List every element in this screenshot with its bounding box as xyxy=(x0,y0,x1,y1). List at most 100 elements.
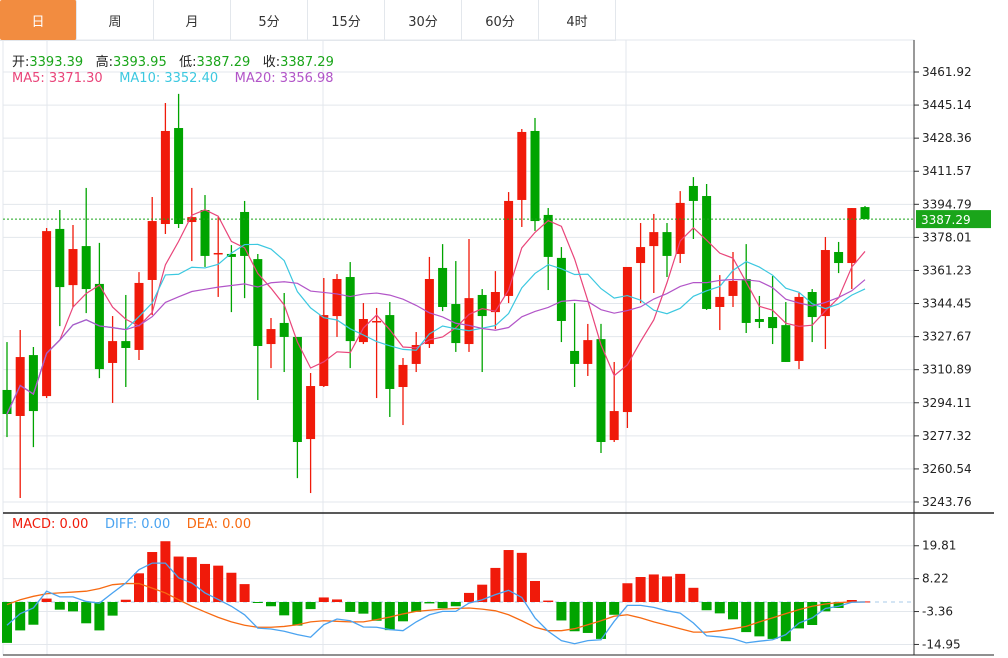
candle xyxy=(847,208,857,290)
candle xyxy=(570,303,580,388)
candle-body xyxy=(55,228,65,288)
macd-bar xyxy=(794,602,804,629)
macd-bar xyxy=(464,592,474,602)
high-label: 高: xyxy=(95,55,113,70)
macd-bar xyxy=(754,602,765,637)
macd-bar xyxy=(305,602,316,610)
candle xyxy=(834,241,844,274)
macd-bar xyxy=(134,573,144,602)
tab-15min[interactable]: 15分 xyxy=(308,0,385,40)
candle xyxy=(860,205,870,220)
candle xyxy=(411,332,421,373)
macd-bar xyxy=(239,584,250,602)
macd-bar xyxy=(411,602,422,612)
macd-tick-label: 19.81 xyxy=(922,539,956,553)
candle-body xyxy=(372,320,382,323)
candle-body xyxy=(319,315,329,387)
candle-body xyxy=(464,298,474,345)
candle-body xyxy=(715,296,725,307)
macd-bar xyxy=(846,600,857,602)
macd-bar xyxy=(767,602,778,639)
candle-body xyxy=(675,202,685,254)
macd-bar xyxy=(820,602,831,612)
macd-bar xyxy=(41,598,52,602)
macd-bar xyxy=(147,552,158,602)
macd-bar xyxy=(384,602,395,631)
candle-body xyxy=(174,128,184,225)
macd-bar xyxy=(15,602,26,631)
tab-30min[interactable]: 30分 xyxy=(385,0,462,40)
macd-bar xyxy=(701,602,712,611)
candle xyxy=(688,177,698,239)
diff-value: DIFF: 0.00 xyxy=(104,517,171,532)
candle xyxy=(649,213,659,293)
macd-bar xyxy=(516,552,527,602)
tab-60min[interactable]: 60分 xyxy=(462,0,539,40)
tab-4hour[interactable]: 4时 xyxy=(539,0,616,40)
macd-bar xyxy=(252,602,263,603)
candle xyxy=(543,208,553,291)
dea-line xyxy=(6,582,865,633)
candle-body xyxy=(781,325,791,362)
candle xyxy=(160,102,170,235)
macd-bar xyxy=(332,599,342,602)
candle-body xyxy=(438,267,448,307)
dea-value: DEA: 0.00 xyxy=(186,517,252,532)
candle xyxy=(332,274,342,337)
price-axis: 3461.92 3445.14 3428.36 3411.57 3394.79 3378.… xyxy=(3,40,994,656)
candle-body xyxy=(622,266,632,413)
candle xyxy=(675,191,685,264)
candle xyxy=(807,289,817,343)
candle-body xyxy=(741,278,751,323)
candle xyxy=(583,323,593,376)
candle-body xyxy=(570,350,580,364)
ma10-value: MA10: 3352.40 xyxy=(119,71,219,86)
tab-month[interactable]: 月 xyxy=(154,0,231,40)
macd-bar xyxy=(556,602,567,621)
candle-body xyxy=(240,211,250,256)
tab-5min[interactable]: 5分 xyxy=(231,0,308,40)
candle xyxy=(609,361,619,443)
price-tick-label: 3394.79 xyxy=(922,197,972,211)
tab-day[interactable]: 日 xyxy=(0,0,77,40)
candle xyxy=(240,200,250,299)
macd-bar xyxy=(279,602,290,616)
price-tick-label: 3344.45 xyxy=(922,297,972,311)
candle-body xyxy=(200,210,210,256)
price-tick-label: 3310.89 xyxy=(922,363,972,377)
candle-body xyxy=(121,341,131,348)
candle xyxy=(319,278,329,388)
macd-bar xyxy=(543,600,554,602)
macd-bar xyxy=(648,574,659,602)
candle-body xyxy=(345,277,355,342)
tab-week[interactable]: 周 xyxy=(77,0,154,40)
candle xyxy=(385,302,395,417)
macd-bar xyxy=(477,584,488,602)
price-tick-label: 3461.92 xyxy=(922,65,972,79)
candle xyxy=(702,183,712,310)
candle-body xyxy=(807,292,817,318)
candle xyxy=(490,271,500,330)
macd-bar xyxy=(741,602,752,633)
candle-body xyxy=(794,296,804,361)
macd-bar xyxy=(490,567,501,602)
candle xyxy=(754,295,764,329)
candle-body xyxy=(292,336,302,443)
ma5-value: MA5: 3371.30 xyxy=(12,71,103,86)
candle-body xyxy=(820,250,830,317)
macd-bar xyxy=(530,580,540,602)
candle-body xyxy=(253,259,263,347)
candle-body xyxy=(160,130,170,225)
macd-bar xyxy=(81,602,92,624)
macd-bar xyxy=(609,602,620,615)
ohlc-info: 开:3393.39 高:3393.95 低:3387.29 收:3387.29 xyxy=(12,51,334,70)
candle xyxy=(42,227,52,399)
last-price-box xyxy=(916,210,991,229)
macd-bar xyxy=(450,602,461,607)
candle-body xyxy=(226,253,236,257)
macd-bar xyxy=(780,602,791,642)
candle-body xyxy=(332,278,342,317)
candle xyxy=(464,238,474,352)
price-tick-label: 3428.36 xyxy=(922,131,972,145)
